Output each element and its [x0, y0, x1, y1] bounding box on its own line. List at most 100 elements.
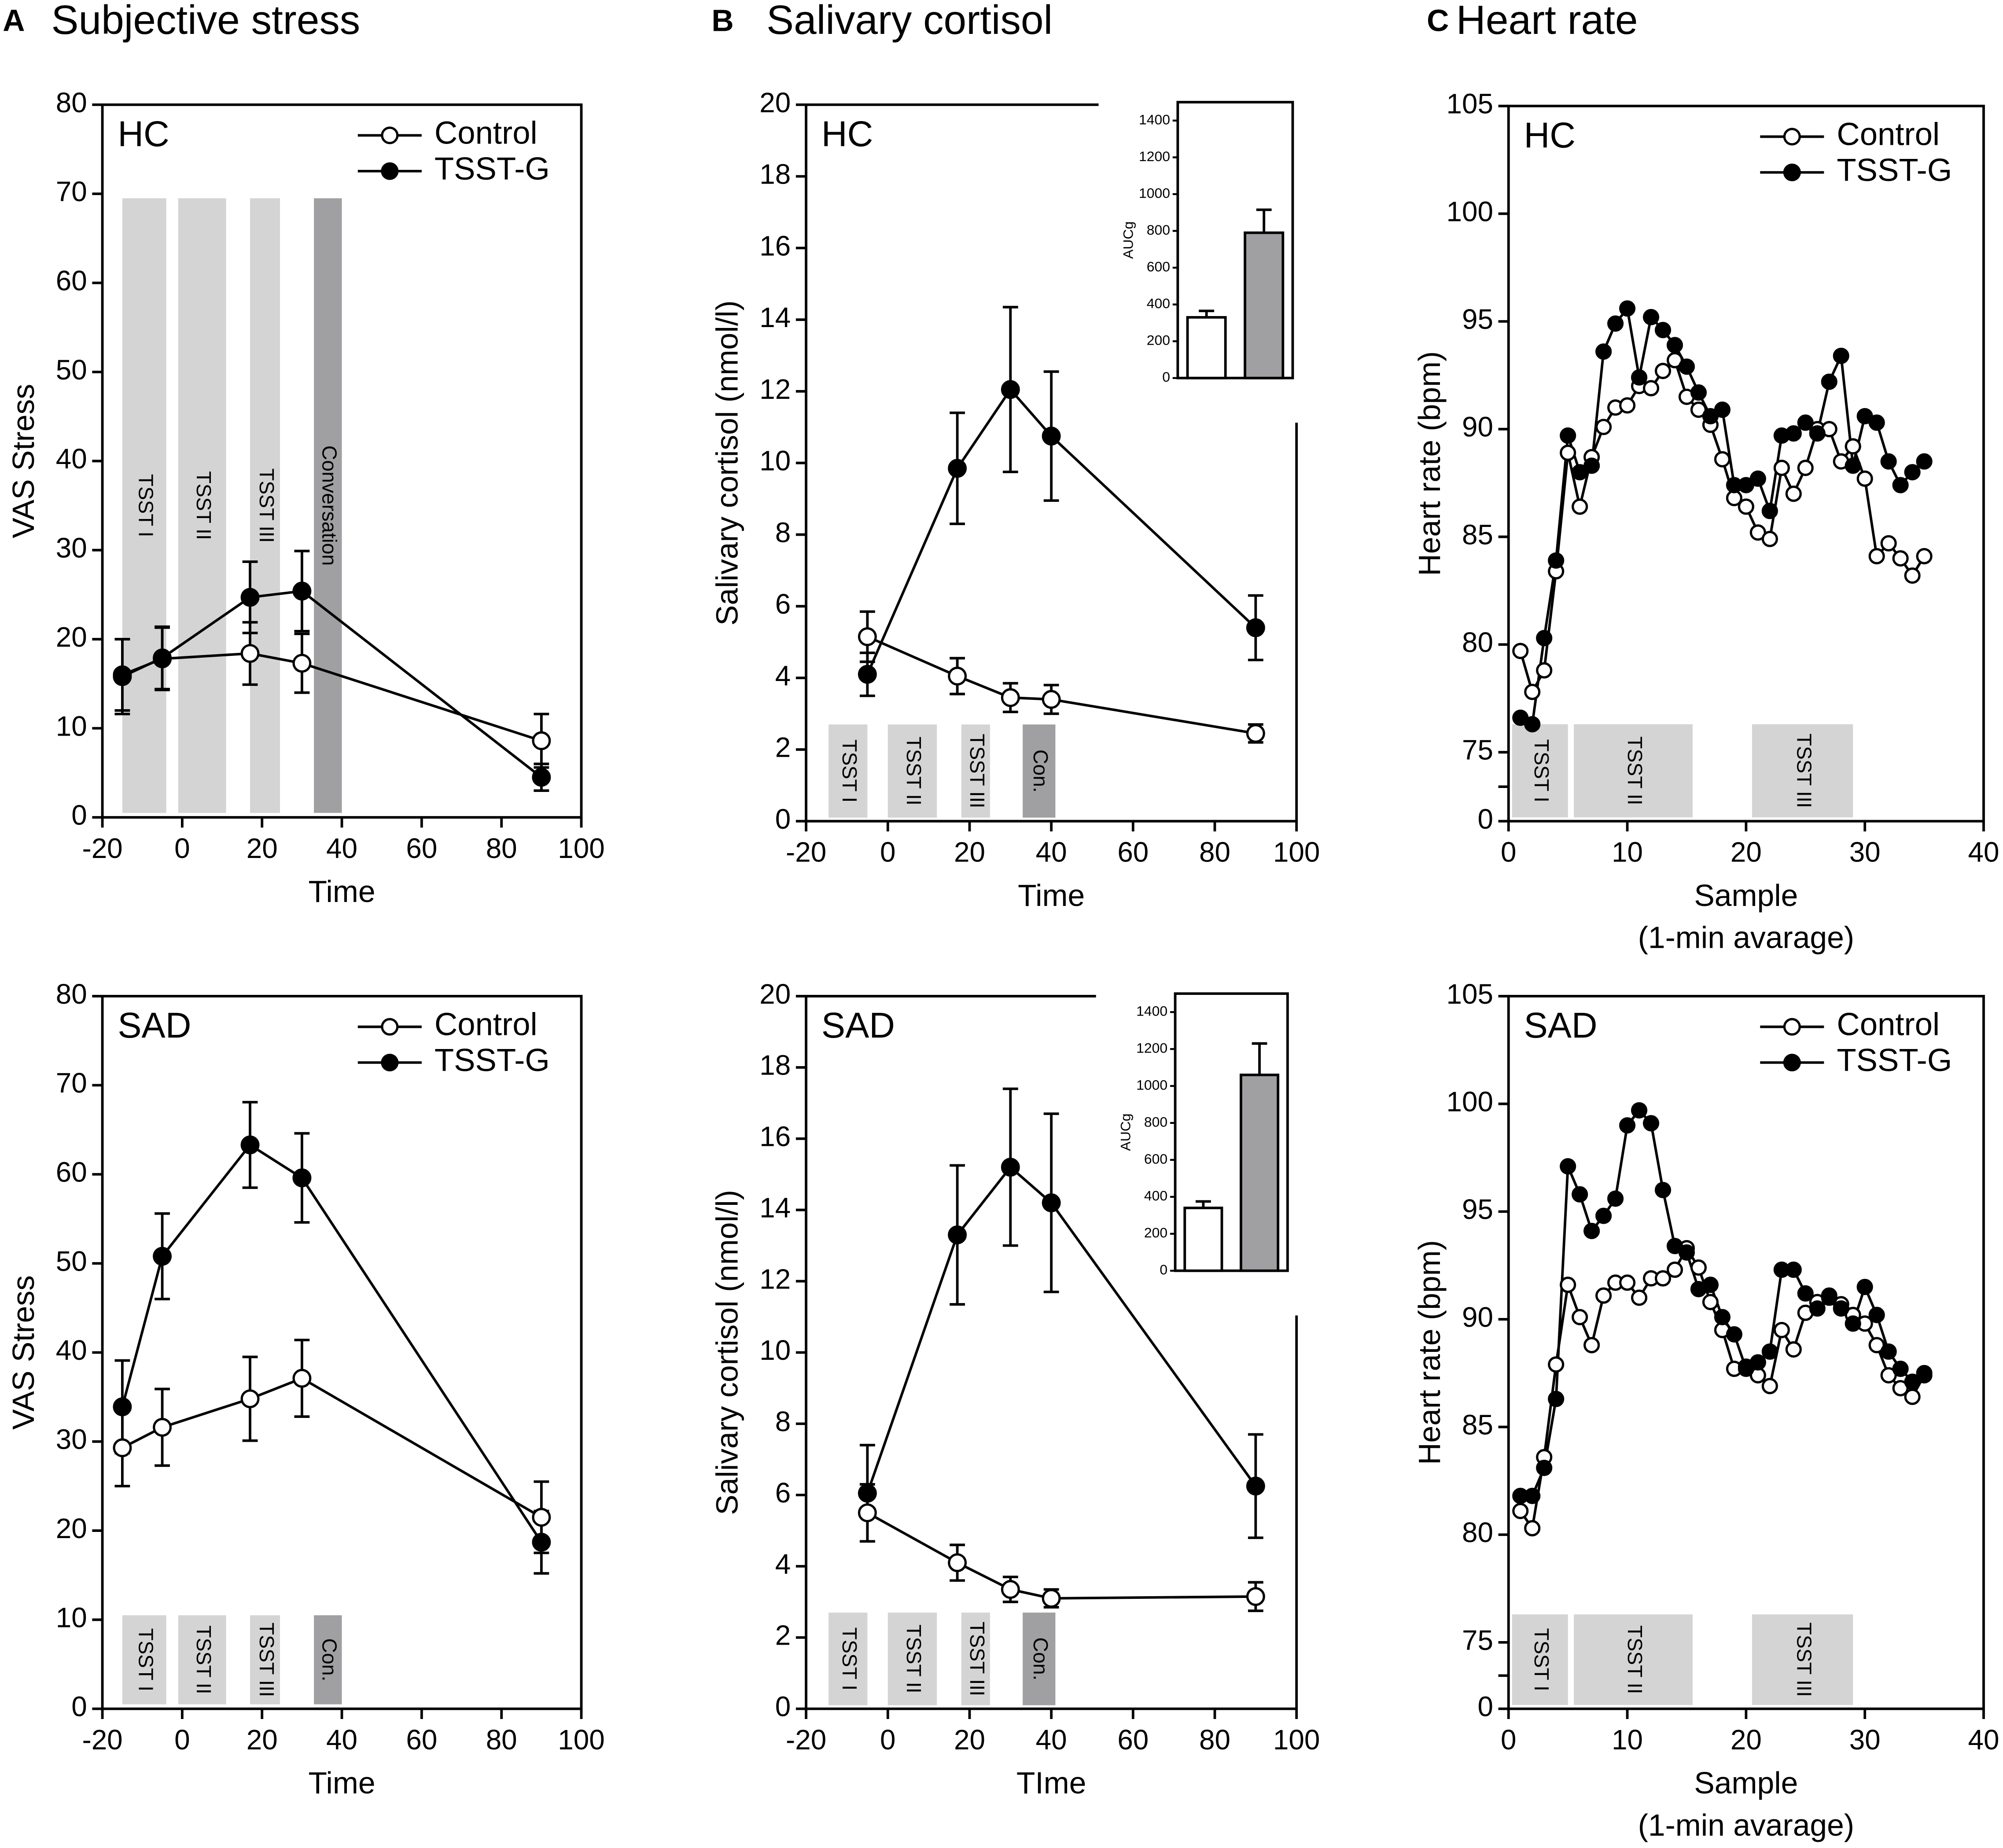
y-tick-label: 0 [1477, 803, 1493, 835]
marker [1785, 1261, 1802, 1278]
marker [1678, 1244, 1695, 1261]
x-tick-label: 0 [174, 832, 190, 864]
phase-block [961, 1612, 990, 1705]
phase-label: Con. [1029, 1637, 1052, 1680]
y-tick-label: 50 [56, 1245, 87, 1277]
marker [1595, 343, 1612, 360]
inset-frame [1176, 101, 1294, 379]
y-tick-label: 95 [1462, 303, 1493, 335]
marker [1619, 1274, 1636, 1291]
panel-title: Salivary cortisol [766, 0, 1053, 43]
phase-block [887, 1612, 937, 1705]
phase-label: TSST II [1624, 1625, 1646, 1694]
marker [1572, 1309, 1588, 1325]
marker [1845, 438, 1861, 455]
y-tick-label: 0 [775, 803, 791, 835]
phase-label: Conversation [318, 445, 341, 566]
y-tick-label: 200 [1147, 332, 1170, 348]
marker [1761, 530, 1778, 547]
marker [1595, 1287, 1612, 1304]
y-tick-label: 100 [1446, 1086, 1493, 1117]
x-tick-label: 20 [1731, 1724, 1762, 1756]
group-label: HC [821, 114, 873, 154]
marker [532, 768, 551, 787]
marker [1761, 503, 1778, 519]
phase-block [1023, 724, 1056, 818]
marker [1702, 1277, 1719, 1293]
marker [1916, 453, 1933, 470]
marker [292, 654, 312, 673]
series-line [1520, 305, 1926, 726]
x-tick-label: -20 [786, 1724, 826, 1756]
x-tick-label: 10 [1612, 1724, 1643, 1756]
x-axis-label: Sample [1694, 1766, 1798, 1800]
y-tick-label: 0 [1477, 1691, 1493, 1723]
marker [858, 1503, 877, 1523]
legend-label: Control [1837, 117, 1940, 152]
bar [1186, 316, 1227, 379]
y-tick-label: 800 [1144, 1114, 1167, 1130]
y-tick-label: 100 [1446, 195, 1493, 227]
marker [1666, 337, 1683, 353]
y-tick-label: 85 [1462, 1409, 1493, 1440]
marker [1892, 550, 1909, 567]
marker [1654, 363, 1672, 379]
marker [1785, 425, 1802, 442]
y-tick-label: 400 [1144, 1188, 1167, 1204]
x-tick-label: 80 [1199, 836, 1230, 868]
y-tick-label: 20 [759, 978, 791, 1010]
marker [1904, 464, 1921, 481]
phase-label: TSST III [966, 734, 989, 808]
x-axis-label: Sample [1694, 878, 1798, 913]
x-tick-label: 80 [486, 832, 517, 864]
y-tick-label: 1200 [1139, 148, 1170, 164]
group-label: SAD [821, 1005, 895, 1045]
y-tick-label: 12 [759, 1263, 791, 1295]
panel-letter: A [3, 4, 25, 38]
legend-label: Control [1837, 1007, 1940, 1042]
y-tick-label: 600 [1147, 259, 1170, 275]
y-tick-label: 20 [56, 621, 87, 653]
phase-block [250, 1615, 280, 1704]
x-tick-label: 20 [1731, 836, 1762, 868]
marker [240, 1389, 260, 1409]
marker [1785, 486, 1802, 502]
y-axis-label: Heart rate (bpm) [1412, 1240, 1447, 1465]
x-tick-label: 100 [1273, 1724, 1320, 1756]
x-tick-label: 0 [1501, 836, 1517, 868]
phase-block [1023, 1612, 1056, 1705]
marker [1868, 1307, 1885, 1323]
y-tick-label: 0 [1162, 369, 1170, 385]
marker [1631, 369, 1648, 386]
marker [1536, 629, 1553, 647]
y-tick-label: 0 [71, 1691, 87, 1723]
marker [1595, 1207, 1612, 1224]
y-tick-label: 75 [1462, 734, 1493, 766]
x-tick-label: 80 [1199, 1724, 1230, 1756]
phase-label: TSST I [838, 740, 861, 803]
marker [1904, 567, 1921, 584]
marker [1512, 643, 1529, 659]
marker [1560, 1277, 1576, 1293]
marker [1536, 1459, 1553, 1476]
phase-label: TSST III [1793, 733, 1815, 808]
x-tick-label: 100 [1273, 836, 1320, 868]
x-tick-label: -20 [82, 832, 122, 864]
phase-label: TSST I [838, 1627, 861, 1691]
y-tick-label: 200 [1144, 1225, 1167, 1241]
legend-label: TSST-G [434, 1042, 550, 1078]
marker [1654, 1270, 1672, 1287]
y-tick-label: 2 [775, 732, 791, 763]
y-tick-label: 60 [56, 265, 87, 296]
plot-frame [1507, 104, 1985, 823]
marker [1904, 1388, 1921, 1405]
marker [1042, 427, 1061, 446]
legend-marker [381, 162, 399, 180]
y-axis-label: Salivary cortisol (nmol/l) [710, 1190, 744, 1515]
marker [1642, 1115, 1660, 1132]
y-tick-label: 1400 [1136, 1003, 1167, 1019]
phase-block [178, 1615, 226, 1704]
marker [1797, 460, 1814, 476]
phase-block [887, 724, 937, 818]
